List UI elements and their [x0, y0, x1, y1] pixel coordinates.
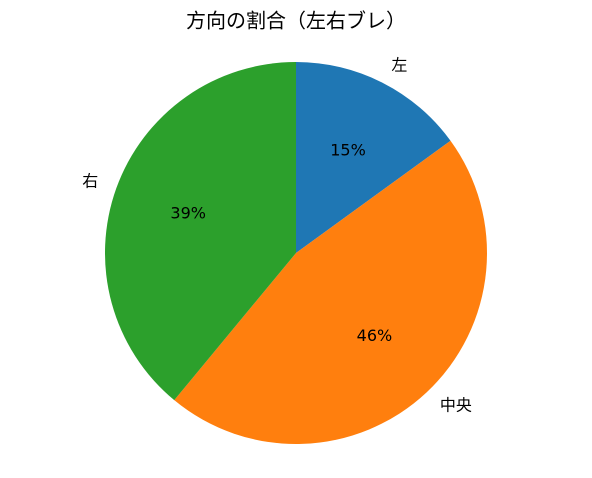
- pie-slice: [105, 62, 297, 401]
- value-label: 46%: [357, 326, 393, 345]
- value-label: 15%: [330, 140, 366, 159]
- value-label: 39%: [170, 204, 206, 223]
- pie-slice: [296, 62, 451, 253]
- pie-slice: [174, 140, 488, 445]
- slice-label: 中央: [440, 396, 472, 415]
- slice-label: 右: [82, 171, 98, 190]
- chart-title: 方向の割合（左右ブレ）: [186, 9, 406, 33]
- slice-label: 左: [391, 55, 407, 74]
